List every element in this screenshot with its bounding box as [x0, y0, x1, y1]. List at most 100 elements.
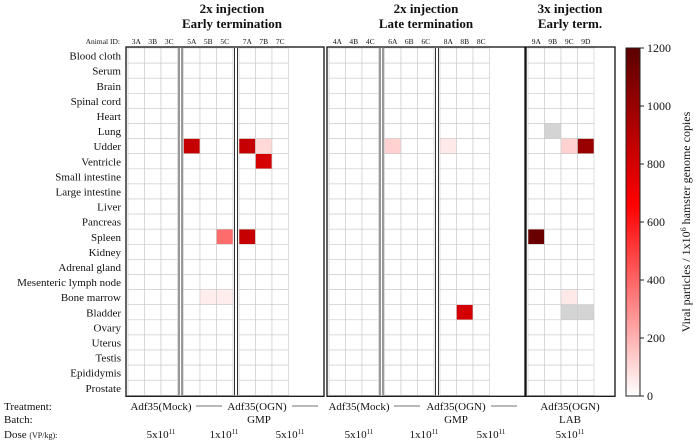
heatmap-cell-7C-bladder: [271, 304, 289, 321]
animal-id-9C: 9C: [565, 37, 574, 46]
heatmap-cell-9B-brain: [544, 77, 562, 94]
heatmap-cell-4C-liver: [361, 198, 379, 215]
heatmap-cell-4A-spinal-cord: [328, 93, 346, 109]
heatmap-cell-6B-serum: [400, 62, 418, 79]
heatmap-cell-4B-blood-cloth: [345, 47, 363, 64]
heatmap-cell-4C-heart: [361, 108, 379, 124]
heatmap-cell-6B-bladder: [400, 304, 418, 321]
heatmap-cell-4A-spleen: [328, 228, 346, 245]
heatmap-cell-4A-kidney: [328, 244, 346, 260]
heatmap-cell-5B-uterus: [199, 334, 217, 351]
heatmap-cell-9A-serum: [527, 62, 545, 79]
heatmap-cell-5C-serum: [216, 62, 234, 79]
heatmap-cell-5A-large-intestine: [183, 183, 201, 200]
heatmap-cell-7C-spinal-cord: [271, 93, 289, 109]
heatmap-cell-3A-testis: [127, 349, 145, 366]
heatmap-cell-3B-testis: [144, 349, 162, 366]
heatmap-cell-5A-prostate: [183, 379, 201, 396]
heatmap-cell-9C-large-intestine: [560, 183, 578, 200]
heatmap-cell-4B-large-intestine: [345, 183, 363, 200]
organ-label: Heart: [97, 111, 121, 123]
heatmap-cell-6A-uterus: [384, 334, 402, 351]
heatmap-cell-9C-epididymis: [560, 364, 578, 381]
heatmap-cell-7C-bone-marrow: [271, 289, 289, 306]
heatmap-cell-9A-large-intestine: [527, 183, 545, 200]
heatmap-cell-3C-ventricle: [160, 153, 178, 170]
heatmap-cell-7A-epididymis: [238, 364, 256, 381]
heatmap-cell-9B-mesenteric-lymph-node: [544, 274, 562, 290]
heatmap-cell-8A-bone-marrow: [439, 289, 457, 306]
heatmap-cell-9D-ventricle: [577, 153, 595, 170]
heatmap-cell-8B-bone-marrow: [456, 289, 474, 306]
organ-label: Ventricle: [81, 156, 121, 168]
heatmap-cell-3A-large-intestine: [127, 183, 145, 200]
heatmap-cell-3A-brain: [127, 77, 145, 94]
organ-label: Liver: [97, 202, 121, 214]
organ-label: Large intestine: [56, 187, 122, 199]
heatmap-cell-8A-small-intestine: [439, 168, 457, 185]
heatmap-cell-3B-small-intestine: [144, 168, 162, 185]
heatmap-cell-5C-pancreas: [216, 213, 234, 230]
heatmap-cell-3C-serum: [160, 62, 178, 79]
heatmap-cell-9C-small-intestine: [560, 168, 578, 185]
heatmap-cell-3A-spleen: [127, 228, 145, 245]
heatmap-cell-3A-heart: [127, 108, 145, 124]
heatmap-cell-7C-large-intestine: [271, 183, 289, 200]
heatmap-cell-3C-blood-cloth: [160, 47, 178, 64]
panel-2-ogn-treatment: Adf35(OGN): [426, 401, 486, 413]
heatmap-cell-9D-large-intestine: [577, 183, 595, 200]
heatmap-cell-6A-lung: [384, 123, 402, 139]
animal-id-5A: 5A: [187, 37, 197, 46]
heatmap-cell-4A-epididymis: [328, 364, 346, 381]
heatmap-cell-9D-bone-marrow: [577, 289, 595, 306]
heatmap-cell-9B-spinal-cord: [544, 93, 562, 109]
heatmap-cell-4B-heart: [345, 108, 363, 124]
organ-label: Spinal cord: [71, 96, 122, 108]
heatmap-cell-6C-spleen: [417, 228, 435, 245]
organ-label: Bladder: [86, 307, 121, 319]
animal-id-9A: 9A: [532, 37, 542, 46]
heatmap-cell-7A-ovary: [238, 319, 256, 336]
heatmap-cell-7A-pancreas: [238, 213, 256, 230]
heatmap-cell-7B-pancreas: [255, 213, 273, 230]
heatmap-cell-4B-spleen: [345, 228, 363, 245]
heatmap-cell-6B-udder: [400, 138, 418, 155]
heatmap-cell-8B-liver: [456, 198, 474, 215]
heatmap-cell-5B-blood-cloth: [199, 47, 217, 64]
heatmap-cell-8B-large-intestine: [456, 183, 474, 200]
heatmap-cell-6A-mesenteric-lymph-node: [384, 274, 402, 290]
heatmap-cell-7C-prostate: [271, 379, 289, 396]
heatmap-cell-6C-large-intestine: [417, 183, 435, 200]
heatmap-cell-8B-uterus: [456, 334, 474, 351]
heatmap-cell-9D-spinal-cord: [577, 93, 595, 109]
heatmap-cell-9C-bone-marrow: [560, 289, 578, 306]
heatmap-cell-3A-bone-marrow: [127, 289, 145, 306]
heatmap-cell-4C-epididymis: [361, 364, 379, 381]
heatmap-cell-7C-testis: [271, 349, 289, 366]
heatmap-cell-4B-testis: [345, 349, 363, 366]
heatmap-cell-6B-ovary: [400, 319, 418, 336]
heatmap-cell-5A-liver: [183, 198, 201, 215]
heatmap-cell-6C-pancreas: [417, 213, 435, 230]
heatmap-cell-9B-serum: [544, 62, 562, 79]
heatmap-cell-9A-spinal-cord: [527, 93, 545, 109]
heatmap-cell-7C-lung: [271, 123, 289, 139]
heatmap-cell-9A-adrenal-gland: [527, 259, 545, 275]
heatmap-cell-9B-lung: [544, 123, 562, 139]
heatmap-cell-9C-heart: [560, 108, 578, 124]
heatmap-cell-6B-pancreas: [400, 213, 418, 230]
heatmap-cell-8A-lung: [439, 123, 457, 139]
heatmap-cell-3C-kidney: [160, 244, 178, 260]
heatmap-cell-9D-udder: [577, 138, 595, 155]
heatmap-cell-4C-brain: [361, 77, 379, 94]
heatmap-cell-6A-large-intestine: [384, 183, 402, 200]
heatmap-cells: [127, 47, 595, 396]
heatmap-cell-3B-liver: [144, 198, 162, 215]
heatmap-cell-8C-udder: [472, 138, 490, 155]
heatmap-cell-9C-bladder: [560, 304, 578, 321]
heatmap-cell-4C-uterus: [361, 334, 379, 351]
heatmap-cell-7A-small-intestine: [238, 168, 256, 185]
animal-id-7C: 7C: [276, 37, 285, 46]
heatmap-cell-7A-spleen: [238, 228, 256, 245]
heatmap-cell-7C-serum: [271, 62, 289, 79]
